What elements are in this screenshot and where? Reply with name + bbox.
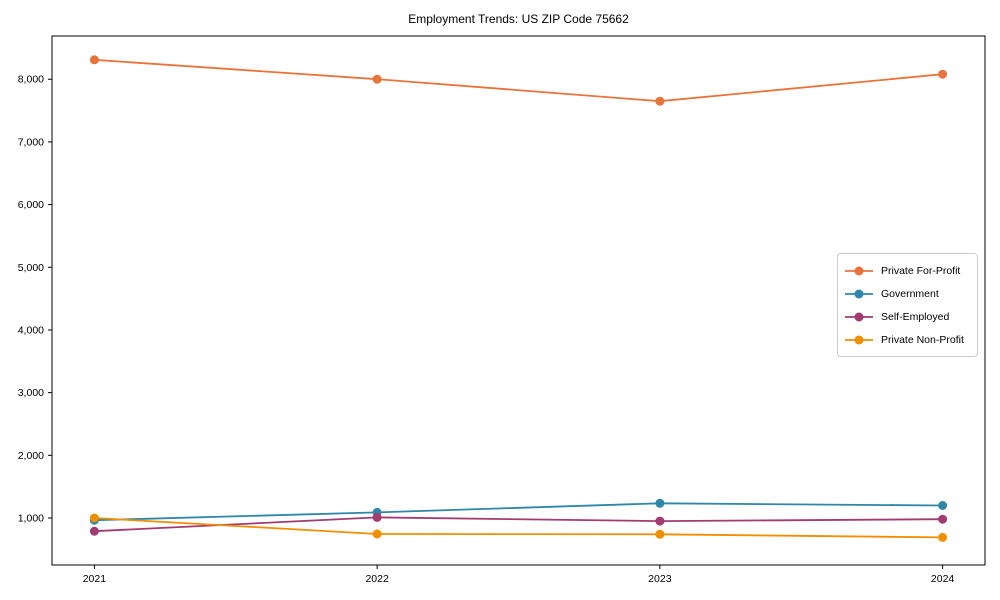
data-point	[372, 529, 382, 539]
y-axis-ticks: 1,000 2,000 3,000 4,000 5,000 6,000 7,000 8,000	[18, 74, 52, 524]
legend-marker	[845, 335, 873, 344]
legend-item: Government	[844, 282, 969, 305]
x-tick-label: 2021	[83, 573, 107, 585]
legend-label: Government	[881, 287, 939, 300]
legend-label: Private Non-Profit	[881, 333, 964, 346]
chart-legend: Private For-Profit Government Self-Employe…	[837, 253, 978, 357]
y-tick-label: 7,000	[18, 136, 44, 148]
data-point	[938, 501, 948, 510]
data-point	[655, 498, 665, 508]
legend-label: Private For-Profit	[881, 264, 961, 277]
legend-label: Self-Employed	[881, 310, 950, 323]
y-tick-label: 5,000	[18, 262, 44, 274]
y-tick-label: 8,000	[18, 74, 44, 86]
legend-marker	[845, 289, 873, 298]
y-tick-label: 1,000	[18, 512, 44, 524]
data-point	[655, 529, 665, 539]
y-tick-label: 6,000	[18, 199, 44, 211]
x-axis-ticks: 2021 2022 2023 2024	[83, 565, 955, 585]
chart-title: Employment Trends: US ZIP Code 75662	[408, 12, 629, 26]
legend-item: Private Non-Profit	[844, 328, 969, 351]
data-point	[655, 96, 665, 106]
data-point	[938, 514, 948, 524]
axes	[51, 35, 986, 566]
data-point	[89, 55, 99, 65]
y-tick-label: 2,000	[18, 450, 44, 462]
data-point	[372, 512, 382, 522]
data-point	[372, 74, 382, 84]
series-private-non-profit	[89, 513, 948, 542]
y-tick-label: 4,000	[18, 324, 44, 336]
data-point	[89, 526, 99, 536]
x-tick-label: 2022	[365, 573, 389, 585]
x-tick-label: 2024	[931, 573, 955, 585]
y-tick-label: 3,000	[18, 387, 44, 399]
legend-item: Self-Employed	[844, 305, 969, 328]
series-private-for-profit	[89, 55, 948, 106]
series-self-employed	[89, 512, 948, 536]
data-point	[89, 513, 99, 523]
legend-item: Private For-Profit	[844, 259, 969, 282]
legend-marker	[845, 312, 873, 321]
data-point	[938, 69, 948, 79]
data-point	[655, 516, 665, 526]
data-point	[938, 532, 948, 542]
legend-marker	[845, 266, 873, 275]
x-tick-label: 2023	[648, 573, 672, 585]
